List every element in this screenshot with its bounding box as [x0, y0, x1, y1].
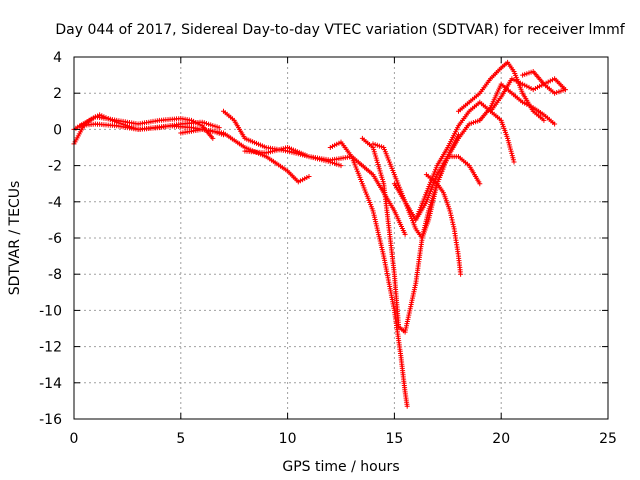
data-point	[552, 121, 558, 127]
series-line	[222, 110, 342, 167]
data-point	[297, 178, 303, 184]
data-point	[373, 155, 379, 161]
satellite-track-14	[477, 81, 558, 127]
data-point	[377, 168, 383, 174]
data-point	[402, 231, 408, 237]
data-point	[97, 112, 103, 118]
data-point	[371, 210, 376, 216]
x-tick-label: 25	[599, 431, 617, 447]
data-point	[510, 157, 516, 163]
data-series	[71, 59, 568, 409]
data-point	[109, 117, 115, 123]
data-point	[547, 78, 553, 84]
data-point	[524, 83, 530, 89]
data-point	[554, 90, 560, 95]
y-tick-label: -10	[39, 303, 62, 319]
data-point	[216, 125, 222, 131]
data-point	[370, 141, 376, 147]
data-point	[338, 163, 344, 169]
data-point	[537, 83, 543, 89]
data-point	[562, 87, 568, 93]
chart-title: Day 044 of 2017, Sidereal Day-to-day VTE…	[55, 22, 625, 38]
y-tick-label: 2	[53, 86, 62, 102]
satellite-track-6	[242, 145, 408, 237]
y-tick-label: -2	[48, 159, 62, 175]
data-point	[508, 146, 513, 152]
data-point	[477, 181, 483, 187]
satellite-track-15	[488, 76, 568, 114]
satellite-track-9	[370, 117, 483, 241]
data-point	[375, 162, 381, 167]
data-point	[511, 77, 517, 83]
data-point	[560, 87, 566, 93]
data-point	[404, 403, 410, 409]
data-point	[524, 71, 530, 77]
data-point	[530, 87, 536, 93]
satellite-track-7	[327, 139, 410, 409]
data-point	[380, 176, 385, 182]
data-point	[470, 120, 476, 125]
data-point	[376, 234, 382, 240]
data-point	[449, 215, 454, 221]
data-point	[450, 221, 456, 227]
axis-ticks: 0 5 10 15 20 25 -16 -14 -12 -10 -8 -6 -4 -2 0 2 4	[39, 50, 617, 447]
data-point	[458, 271, 464, 277]
data-point	[210, 123, 216, 129]
data-point	[517, 80, 523, 86]
data-point	[103, 115, 109, 121]
x-tick-label: 0	[70, 431, 79, 447]
data-point	[505, 135, 511, 141]
x-tick-label: 15	[385, 431, 403, 447]
data-point	[506, 140, 512, 146]
data-point	[327, 145, 333, 150]
data-point	[334, 161, 340, 167]
data-point	[511, 159, 517, 165]
y-axis-label: SDTVAR / TECUs	[7, 181, 23, 296]
satellite-track-12	[413, 99, 517, 223]
satellite-track-4	[178, 126, 312, 185]
data-point	[541, 117, 547, 123]
y-tick-label: -6	[48, 231, 62, 247]
y-tick-label: -4	[48, 195, 62, 211]
data-point	[509, 150, 515, 156]
data-point	[524, 101, 530, 107]
satellite-track-11	[423, 172, 464, 277]
y-tick-label: -14	[39, 376, 62, 392]
data-point	[304, 175, 310, 180]
y-tick-label: -16	[39, 412, 62, 428]
y-tick-label: -12	[39, 340, 62, 356]
y-tick-label: 4	[53, 50, 62, 66]
x-tick-label: 10	[279, 431, 297, 447]
data-point	[371, 147, 377, 153]
x-tick-label: 5	[176, 431, 185, 447]
data-point	[376, 143, 382, 149]
satellite-track-16	[520, 69, 568, 96]
x-tick-label: 20	[492, 431, 510, 447]
data-point	[90, 115, 96, 121]
data-point	[447, 208, 453, 214]
satellite-track-13	[456, 59, 547, 123]
y-tick-label: 0	[53, 122, 62, 138]
data-point	[334, 141, 340, 147]
y-tick-label: -8	[48, 267, 62, 283]
data-point	[210, 135, 216, 141]
data-point	[203, 121, 209, 126]
x-axis-label: GPS time / hours	[282, 459, 399, 475]
data-point	[280, 146, 286, 152]
data-point	[306, 174, 312, 179]
grid	[74, 57, 608, 419]
